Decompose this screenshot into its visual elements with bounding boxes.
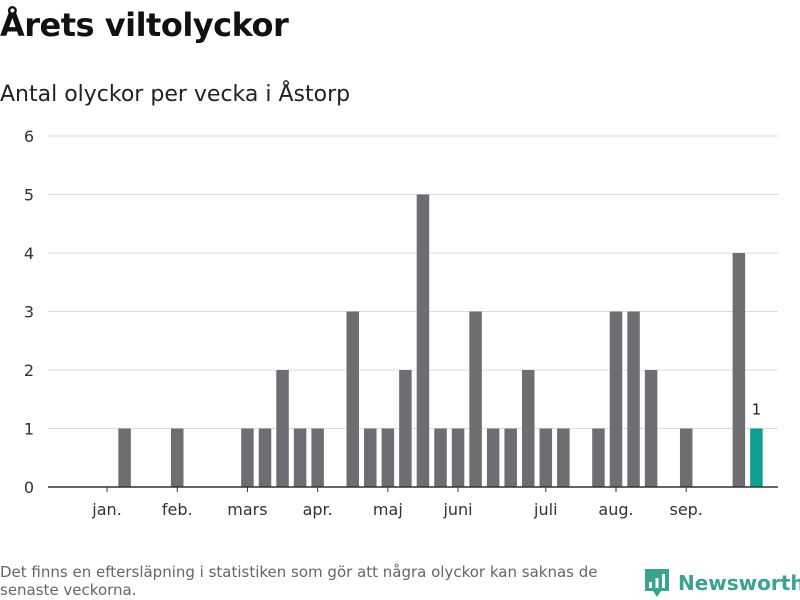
bar xyxy=(644,370,658,487)
bar xyxy=(627,311,640,487)
brand-name: Newsworthy xyxy=(678,571,800,595)
bar xyxy=(241,428,254,487)
chart-title: Årets viltolyckor xyxy=(0,6,289,44)
bar xyxy=(311,428,324,487)
data-label-current-week: 1 xyxy=(752,401,762,419)
annotations: 1 xyxy=(752,401,762,419)
bar xyxy=(399,370,412,487)
bar xyxy=(364,428,377,487)
x-tick-label: feb. xyxy=(162,500,193,519)
bar xyxy=(557,428,570,487)
bar xyxy=(679,428,693,487)
bar xyxy=(504,428,517,487)
bar xyxy=(346,311,359,487)
x-tick-label: mars xyxy=(227,500,267,519)
bar xyxy=(592,428,605,487)
bar xyxy=(522,370,535,487)
bar xyxy=(451,428,465,487)
y-tick-label: 1 xyxy=(24,420,34,439)
x-tick-label: jan. xyxy=(91,500,121,519)
bar xyxy=(539,428,553,487)
bar xyxy=(118,428,131,487)
y-tick-label: 4 xyxy=(24,244,34,263)
bar xyxy=(416,194,430,487)
y-tick-label: 3 xyxy=(24,303,34,322)
newsworthy-brand[interactable]: Newsworthy xyxy=(644,568,800,598)
y-tick-label: 0 xyxy=(24,478,34,497)
x-tick-label: juli xyxy=(533,500,557,519)
x-tick-label: sep. xyxy=(669,500,702,519)
bar xyxy=(434,428,447,487)
bar xyxy=(381,428,395,487)
y-axis-ticks: 0 1 2 3 4 5 6 xyxy=(24,127,34,497)
x-tick-label: aug. xyxy=(598,500,633,519)
x-axis: jan. feb. mars apr. maj juni juli aug. sep. xyxy=(48,486,778,519)
bar xyxy=(293,428,307,487)
y-tick-label: 5 xyxy=(24,186,34,205)
x-tick-label: apr. xyxy=(303,500,333,519)
bar xyxy=(609,311,623,487)
bar xyxy=(171,428,184,487)
bar-chart: 0 1 2 3 4 5 6 jan. feb. mars apr. maj juni juli aug. s… xyxy=(24,127,778,519)
x-tick-label: juni xyxy=(442,500,472,519)
y-tick-label: 6 xyxy=(24,127,34,146)
bar xyxy=(258,428,272,487)
gridlines xyxy=(48,135,778,429)
chart-subtitle: Antal olyckor per vecka i Åstorp xyxy=(0,82,351,107)
newsworthy-logo-icon xyxy=(645,569,669,597)
bar xyxy=(469,311,482,487)
bar-current-week xyxy=(750,428,763,487)
bars xyxy=(118,194,763,487)
y-tick-label: 2 xyxy=(24,361,34,380)
footnote: Det finns en eftersläpning i statistiken… xyxy=(0,563,598,599)
bar xyxy=(276,370,289,487)
bar xyxy=(486,428,500,487)
x-tick-label: maj xyxy=(373,500,403,519)
bar xyxy=(732,253,746,487)
